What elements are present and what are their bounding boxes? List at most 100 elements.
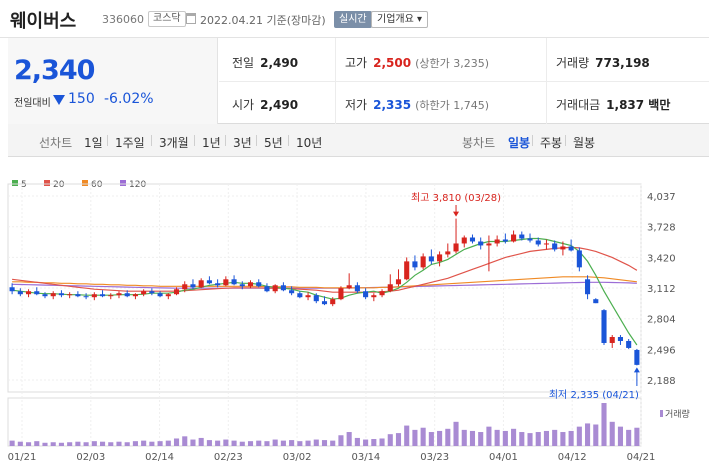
- candle-body: [280, 285, 286, 291]
- x-tick-label: 02/03: [76, 452, 105, 463]
- volume-bar: [601, 403, 607, 446]
- candle-weekly[interactable]: 주봉: [540, 136, 563, 150]
- y-tick-label: 4,037: [647, 192, 676, 203]
- volume-bar: [404, 425, 410, 446]
- period-1w[interactable]: 1주일: [115, 136, 145, 150]
- volume-bar: [26, 442, 32, 446]
- high-price: 고가 2,500 (상한가 3,235): [345, 56, 489, 70]
- period-3y[interactable]: 3년: [233, 136, 252, 150]
- volume-bar: [363, 439, 369, 446]
- candle-body: [108, 295, 114, 297]
- company-info-dropdown[interactable]: 기업개요 ▾: [371, 11, 428, 28]
- candle-body: [511, 234, 517, 242]
- x-tick-label: 01/21: [8, 452, 37, 463]
- change-label: 전일대비: [14, 98, 51, 109]
- candle-body: [67, 294, 73, 296]
- period-3m[interactable]: 3개월: [159, 136, 189, 150]
- divider: [565, 135, 566, 146]
- volume-bar: [338, 435, 344, 446]
- candle-body: [354, 285, 360, 292]
- volume-bar: [215, 440, 221, 446]
- realtime-button[interactable]: 실시간: [334, 11, 372, 28]
- volume-bar: [173, 438, 180, 446]
- volume-bar: [469, 430, 476, 446]
- candle-body: [9, 287, 15, 292]
- x-tick-label: 02/23: [214, 452, 243, 463]
- volume-bar: [379, 438, 385, 446]
- legend-label-20: 20: [53, 180, 65, 190]
- candle-body: [272, 285, 278, 292]
- period-5y[interactable]: 5년: [264, 136, 283, 150]
- candle-body: [395, 279, 402, 285]
- candle-body: [617, 337, 623, 341]
- y-tick-label: 3,112: [647, 284, 676, 295]
- volume-bar: [617, 426, 623, 446]
- volume-bar: [67, 442, 73, 446]
- price-panel: 2,340 전일대비 150 -6.02% 전일 2,490 시가 2,490 고가…: [8, 38, 709, 124]
- change-percent: -6.02%: [104, 91, 154, 107]
- volume-bar: [198, 437, 204, 446]
- x-tick-label: 03/02: [283, 452, 312, 463]
- y-tick-label: 3,420: [647, 253, 676, 264]
- volume-bar: [346, 432, 352, 446]
- candle-body: [363, 291, 369, 298]
- row-divider: [219, 81, 709, 82]
- prev-close: 전일 2,490: [232, 56, 299, 70]
- volume-bar: [560, 432, 566, 446]
- volume-bar: [223, 439, 229, 446]
- candle-body: [165, 294, 171, 297]
- candle-body: [313, 295, 319, 302]
- candle-body: [519, 234, 525, 239]
- candle-monthly[interactable]: 월봉: [573, 136, 596, 150]
- y-tick-label: 2,188: [647, 376, 676, 387]
- volume-bar: [626, 429, 632, 446]
- candle-body: [231, 279, 237, 285]
- candle-body: [141, 291, 147, 295]
- candle-body: [149, 291, 155, 294]
- legend-swatch-60: [82, 180, 88, 186]
- volume-bar: [239, 441, 245, 446]
- down-triangle-icon: [53, 95, 65, 105]
- x-tick-label: 02/14: [145, 452, 174, 463]
- volume-bar: [437, 430, 443, 446]
- volume-bar: [165, 440, 171, 446]
- candle-body: [17, 291, 23, 295]
- volume-bar: [149, 441, 155, 446]
- stock-chart: 5 20 60 120 거래량 4,037 3,728 3,420 3,112 2,804 2,…: [0, 170, 709, 474]
- candle-body: [116, 293, 122, 296]
- candle-body: [330, 299, 336, 305]
- volume-bar: [428, 432, 434, 446]
- candle-body: [478, 241, 484, 246]
- volume-bar: [280, 440, 286, 446]
- candle-body: [264, 286, 270, 292]
- y-tick-label: 2,496: [647, 345, 676, 356]
- volume-bar: [502, 430, 508, 446]
- x-tick-label: 04/12: [558, 452, 587, 463]
- ma20-line: [12, 246, 638, 293]
- volume-bar: [99, 441, 106, 446]
- candle-body: [626, 340, 632, 348]
- candle-body: [42, 294, 48, 297]
- volume-bar: [576, 426, 582, 446]
- volume-bar: [116, 441, 122, 446]
- legend-swatch-5: [12, 180, 18, 186]
- candle-body: [198, 280, 204, 288]
- market-badge: 코스닥: [148, 11, 186, 27]
- current-price: 2,340: [14, 55, 95, 86]
- candle-body: [50, 293, 56, 297]
- candle-body: [609, 337, 615, 343]
- period-1d[interactable]: 1일: [84, 136, 103, 150]
- candle-body: [494, 239, 500, 244]
- volume-bar: [511, 428, 517, 446]
- col-divider: [546, 38, 547, 124]
- candle-body: [486, 243, 492, 246]
- volume-bar: [568, 430, 574, 446]
- divider: [151, 135, 152, 146]
- candle-body: [568, 246, 574, 251]
- candle-body: [215, 283, 221, 286]
- volume-bar: [190, 439, 196, 446]
- period-1y[interactable]: 1년: [202, 136, 221, 150]
- period-10y[interactable]: 10년: [296, 136, 323, 150]
- candle-body: [321, 301, 328, 305]
- candle-daily[interactable]: 일봉: [508, 136, 531, 150]
